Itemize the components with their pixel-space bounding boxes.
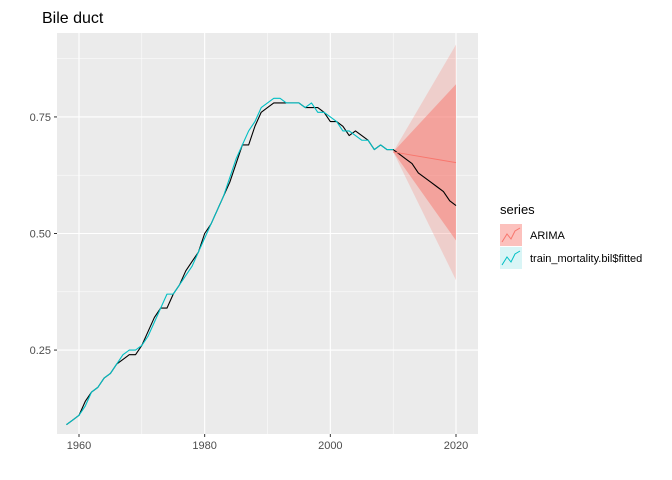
legend-key-line — [501, 227, 521, 243]
x-tick-label: 1980 — [192, 440, 216, 452]
y-axis: 0.25 0.50 0.75 — [30, 112, 57, 357]
x-tick-label: 1960 — [67, 440, 91, 452]
legend-key-arima — [500, 224, 522, 246]
legend-key-fitted — [500, 247, 522, 269]
y-tick-label: 0.50 — [30, 229, 51, 241]
y-tick-label: 0.75 — [30, 112, 51, 124]
x-axis: 1960 1980 2000 2020 — [67, 434, 468, 452]
chart-title: Bile duct — [42, 10, 104, 27]
x-tick-label: 2020 — [444, 440, 468, 452]
x-tick-label: 2000 — [318, 440, 342, 452]
legend-title: series — [500, 202, 535, 217]
legend-key-line — [501, 250, 521, 266]
arima-forecast-line — [393, 151, 457, 164]
fitted-series-line — [66, 97, 394, 426]
legend: series ARIMA train_mortality.bil$fitted — [500, 202, 642, 269]
legend-label-arima: ARIMA — [530, 230, 566, 242]
series-lines — [66, 97, 457, 426]
forecast-bands — [393, 44, 457, 281]
arima-band-80 — [393, 84, 457, 241]
legend-label-fitted: train_mortality.bil$fitted — [530, 253, 642, 265]
y-tick-label: 0.25 — [30, 345, 51, 357]
